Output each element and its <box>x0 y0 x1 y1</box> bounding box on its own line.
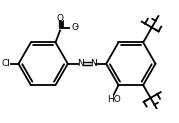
Text: -: - <box>75 22 78 31</box>
Text: N: N <box>90 59 97 68</box>
Text: N: N <box>57 20 63 29</box>
Text: O: O <box>71 23 78 32</box>
Text: HO: HO <box>107 95 121 104</box>
Text: O: O <box>57 14 64 23</box>
Text: Cl: Cl <box>2 59 11 68</box>
Text: N: N <box>77 59 84 68</box>
